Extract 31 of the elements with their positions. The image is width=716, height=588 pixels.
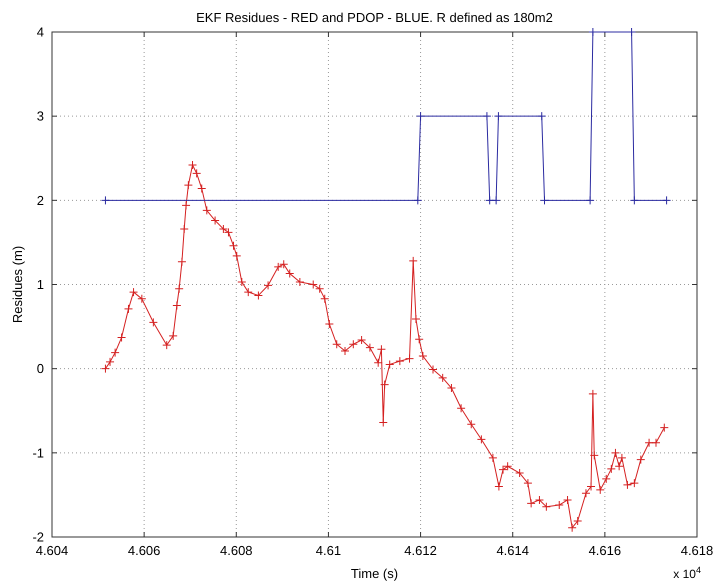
x-tick-label: 4.614 xyxy=(496,543,529,558)
y-tick-label: 3 xyxy=(36,108,44,124)
y-tick-label: 2 xyxy=(36,192,44,208)
point xyxy=(485,196,494,205)
y-tick-label: -1 xyxy=(32,445,44,460)
y-tick-label: 1 xyxy=(36,277,44,292)
x-tick-label: 4.608 xyxy=(220,543,253,558)
point xyxy=(662,196,672,205)
y-tick-label: 0 xyxy=(36,361,44,376)
x-tick-label: 4.61 xyxy=(316,543,342,558)
x-tick-label: 4.616 xyxy=(588,543,622,558)
chart-title: EKF Residues - RED and PDOP - BLUE. R defined as 180m2 xyxy=(196,10,553,25)
point xyxy=(494,112,503,121)
x-axis-title: Time (s) xyxy=(350,566,398,581)
point xyxy=(100,196,110,205)
x-tick-label: 4.618 xyxy=(680,543,714,558)
x-tick-label: 4.604 xyxy=(36,543,68,558)
x-tick-label: 4.606 xyxy=(128,543,160,558)
y-tick-label: 4 xyxy=(36,24,44,40)
point xyxy=(482,112,492,121)
point xyxy=(537,112,546,121)
point xyxy=(492,196,501,205)
point xyxy=(586,196,595,205)
text: x 10$^{4}$ xyxy=(673,565,701,581)
point xyxy=(630,196,639,205)
point xyxy=(413,196,422,205)
y-axis-title: Residues (m) xyxy=(10,246,25,324)
point xyxy=(540,196,550,205)
x-tick-label: 4.612 xyxy=(404,543,437,558)
point xyxy=(416,112,426,121)
y-tick-label: -2 xyxy=(32,530,44,545)
